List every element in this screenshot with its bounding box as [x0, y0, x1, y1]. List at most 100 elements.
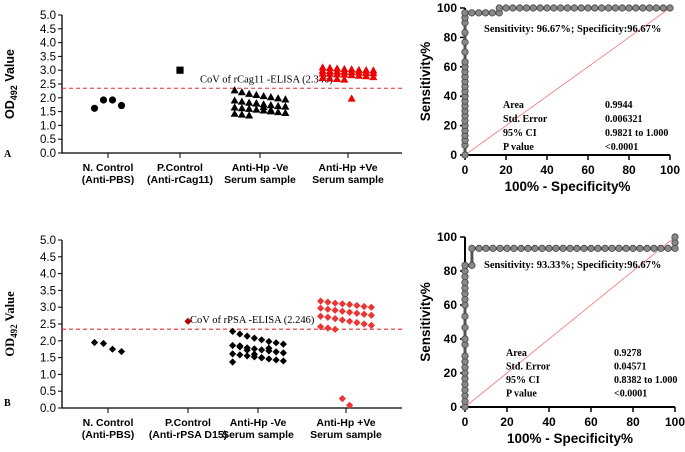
data-point	[331, 325, 339, 333]
y-tick-label: 60	[444, 60, 458, 74]
roc-point	[625, 4, 633, 12]
roc-point	[496, 244, 504, 252]
data-point	[265, 355, 273, 363]
roc-point	[671, 233, 679, 241]
data-point	[340, 70, 349, 78]
data-point	[117, 101, 126, 110]
cutoff-label: CoV of rPSA -ELISA (2.246)	[190, 315, 315, 326]
roc-point	[618, 4, 626, 12]
stat-value: <0.0001	[605, 142, 638, 153]
y-tick-label: 4.5	[40, 252, 56, 264]
data-point	[258, 336, 266, 344]
x-tick-label: Anti-Hp +Ve	[318, 162, 377, 174]
data-point	[353, 319, 361, 327]
roc-point	[461, 38, 469, 46]
y-tick-label: 5.0	[40, 235, 56, 247]
roc-point	[604, 4, 613, 12]
data-point	[236, 330, 244, 338]
roc-point	[559, 244, 567, 252]
roc-point	[580, 244, 588, 252]
y-tick-label: 1.5	[40, 107, 56, 119]
data-point	[369, 72, 378, 81]
roc-point	[461, 28, 469, 37]
data-point	[346, 308, 354, 316]
data-point	[230, 109, 239, 117]
panel-label: B	[4, 398, 11, 409]
x-tick-label: 0	[462, 163, 469, 177]
roc-point	[510, 244, 518, 252]
data-point	[236, 342, 244, 350]
cutoff-label: CoV of rCag11 -ELISA (2.346)	[200, 74, 333, 85]
data-point	[279, 357, 287, 365]
data-point	[176, 66, 184, 74]
data-point	[237, 97, 246, 105]
roc-point	[481, 9, 490, 17]
data-point	[90, 338, 99, 347]
y-axis-title: OD492 Value	[3, 291, 19, 357]
stat-label: Std. Error	[503, 114, 548, 125]
x-tick-label: 40	[540, 163, 554, 177]
roc-point	[482, 244, 490, 252]
y-tick-label: 60	[444, 298, 458, 312]
x-tick-label: P.Control	[165, 417, 211, 429]
roc-point	[524, 244, 532, 252]
roc-point	[664, 244, 672, 252]
data-point	[360, 302, 368, 311]
roc-point	[557, 4, 565, 12]
data-point	[346, 300, 354, 309]
y-tick-label: 40	[444, 89, 458, 103]
roc-point	[502, 4, 510, 12]
x-tick-label-line2: (Anti-rCag11)	[147, 174, 213, 186]
data-point	[346, 401, 354, 409]
data-point	[360, 310, 368, 318]
roc-point	[636, 244, 644, 252]
roc-point	[543, 4, 551, 12]
data-point	[108, 345, 117, 353]
data-point	[259, 91, 268, 100]
data-point	[237, 104, 246, 112]
roc-point	[584, 4, 592, 12]
roc-point	[461, 58, 469, 66]
roc-point	[489, 244, 497, 252]
y-tick-label: 1.5	[40, 353, 56, 365]
roc-panel-3: 00 20 20 40 40 60 60 80 80 100 100 100% - Specifici…	[418, 230, 685, 446]
y-tick-label: 1.0	[40, 369, 56, 381]
roc-point	[468, 9, 476, 17]
data-point	[266, 93, 275, 101]
sensitivity-specificity-label: Sensitivity: 96.67%; Specificity:96.67%	[484, 24, 661, 35]
data-point	[259, 102, 268, 111]
data-point	[325, 74, 334, 82]
group-3	[317, 297, 375, 409]
data-point	[362, 72, 371, 80]
data-point	[318, 73, 327, 81]
stat-label: P value	[506, 389, 537, 400]
reference-diagonal	[464, 236, 676, 408]
data-point	[274, 107, 283, 116]
data-point	[331, 306, 339, 314]
group-2	[230, 86, 290, 119]
y-axis-title: Sensitivity%	[418, 282, 433, 362]
x-tick-label: 20	[499, 163, 513, 177]
y-tick-label: 0.5	[40, 386, 56, 398]
roc-point	[632, 4, 640, 12]
reference-diagonal	[464, 7, 671, 156]
data-point	[245, 104, 254, 112]
roc-point	[488, 9, 496, 17]
data-point	[367, 311, 375, 319]
dotplot-panel-a: 0.0 0.5 1.01.5 2.0 2.5 3.0 3.54.0 4.5 5.0 OD492 V…	[3, 10, 402, 186]
data-point	[331, 315, 339, 323]
roc-point	[645, 4, 654, 12]
y-tick-label: 3.0	[40, 302, 56, 314]
y-tick-label: 0.5	[40, 134, 56, 146]
data-point	[252, 105, 261, 113]
y-tick-label: 0	[450, 148, 457, 162]
stat-value: 0.04571	[614, 362, 647, 373]
data-point	[99, 96, 108, 104]
data-point	[229, 358, 237, 366]
roc-point	[601, 244, 609, 252]
roc-point	[531, 244, 539, 252]
stat-value: 0.9944	[605, 100, 633, 111]
y-tick-label: 20	[444, 119, 458, 133]
y-tick-label: 100	[437, 230, 457, 244]
stat-value: 0.9821 to 1.000	[605, 128, 668, 139]
